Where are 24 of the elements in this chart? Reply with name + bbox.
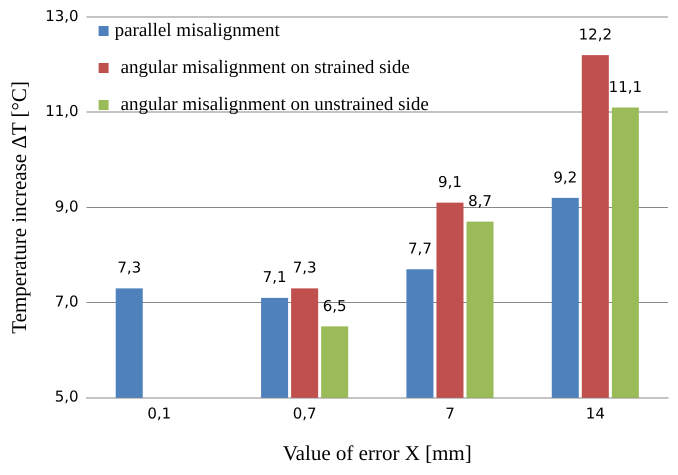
x-axis-title: Value of error X [mm] (282, 440, 472, 465)
data-label: 9,1 (438, 173, 462, 192)
y-tick-label: 9,0 (54, 197, 79, 216)
data-label: 7,1 (262, 268, 287, 286)
data-label: 9,2 (553, 168, 578, 186)
y-tick-label: 13,0 (45, 6, 79, 25)
y-tick-label: 11,0 (45, 102, 79, 120)
legend-label: parallel misalignment (114, 20, 280, 41)
legend-label: angular misalignment on strained side (120, 56, 410, 78)
data-label: 7,3 (117, 258, 142, 277)
y-tick-label: 5,0 (54, 388, 79, 406)
x-tick-label: 7 (445, 404, 455, 423)
legend-label: angular misalignment on unstrained side (120, 94, 429, 115)
y-axis-title: Temperature increase ΔT [°C] (7, 81, 32, 334)
x-tick-label: 14 (586, 404, 605, 423)
x-tick-label: 0,7 (292, 404, 317, 423)
data-label: 7,3 (292, 258, 317, 277)
data-label: 11,1 (608, 78, 642, 96)
x-tick-label: 0,1 (147, 404, 172, 423)
data-label: 6,5 (322, 296, 347, 315)
data-label: 12,2 (578, 25, 612, 44)
data-label: 8,7 (468, 192, 492, 210)
y-tick-label: 7,0 (54, 292, 79, 310)
data-label: 7,7 (408, 240, 432, 258)
